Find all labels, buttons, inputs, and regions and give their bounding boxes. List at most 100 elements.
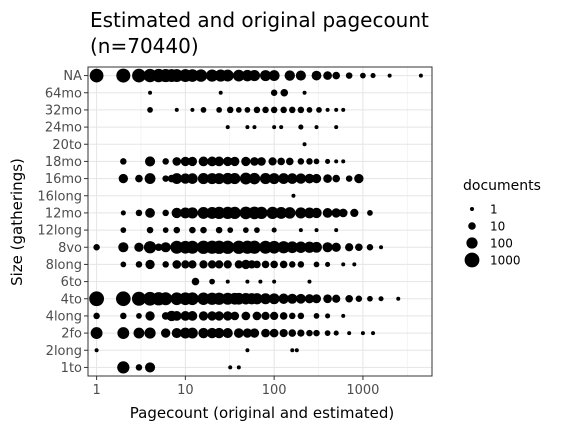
data-point xyxy=(133,327,145,339)
data-point xyxy=(189,226,196,234)
data-point xyxy=(289,261,296,268)
data-point xyxy=(323,71,332,80)
data-point xyxy=(197,172,210,185)
data-point xyxy=(212,206,226,220)
data-point xyxy=(418,73,423,78)
data-point xyxy=(334,125,339,130)
data-point xyxy=(387,73,392,78)
y-tick-label: 8vo xyxy=(58,241,82,256)
data-point xyxy=(325,107,330,112)
data-point xyxy=(285,157,294,166)
data-point xyxy=(159,292,173,306)
data-point xyxy=(249,328,260,338)
data-point xyxy=(288,329,297,337)
data-point xyxy=(207,260,217,269)
data-point xyxy=(144,362,156,373)
y-tick-label: 20to xyxy=(52,138,82,153)
data-point xyxy=(271,227,277,233)
data-point xyxy=(345,72,353,79)
x-axis-title: Pagecount (original and estimated) xyxy=(130,404,394,422)
data-point xyxy=(255,206,268,220)
data-point xyxy=(186,207,199,219)
data-point xyxy=(302,90,307,95)
data-point xyxy=(311,207,322,219)
data-point xyxy=(230,156,240,167)
data-point xyxy=(311,70,322,81)
data-point xyxy=(251,293,263,305)
data-point xyxy=(241,259,251,270)
data-point xyxy=(214,311,224,321)
data-point xyxy=(239,172,252,185)
y-tick-label: 64mo xyxy=(45,86,82,101)
data-point xyxy=(272,125,277,130)
data-point xyxy=(277,157,285,166)
data-point xyxy=(295,70,306,81)
data-point xyxy=(144,173,156,185)
data-point xyxy=(225,279,230,284)
data-point xyxy=(194,69,208,82)
data-point xyxy=(289,312,296,320)
data-point xyxy=(253,260,261,269)
y-tick-label: 18mo xyxy=(45,155,82,170)
data-point xyxy=(289,106,296,114)
data-point xyxy=(250,157,259,166)
legend-key xyxy=(470,207,474,211)
data-point xyxy=(259,172,272,185)
data-point xyxy=(334,228,339,233)
data-point xyxy=(180,311,191,321)
data-point xyxy=(160,242,171,253)
data-point xyxy=(145,311,155,321)
data-point xyxy=(341,107,346,112)
data-point xyxy=(367,210,373,216)
data-point xyxy=(279,125,284,130)
data-point xyxy=(116,68,131,83)
data-point xyxy=(245,125,250,130)
y-tick-label: 8long xyxy=(46,258,82,273)
data-point xyxy=(207,156,217,167)
data-point xyxy=(174,107,179,112)
data-point xyxy=(257,157,266,166)
legend-label: 100 xyxy=(490,237,513,251)
data-point xyxy=(306,329,313,337)
legend-key xyxy=(464,252,480,268)
legend-title: documents xyxy=(463,178,541,194)
data-point xyxy=(135,174,143,183)
data-point xyxy=(258,279,263,284)
data-point xyxy=(297,261,305,268)
data-point xyxy=(311,241,322,253)
data-point xyxy=(173,226,181,234)
data-point xyxy=(223,260,232,269)
data-point xyxy=(350,208,359,218)
data-point xyxy=(120,210,126,216)
data-point xyxy=(89,68,104,83)
data-point xyxy=(172,260,182,269)
data-point xyxy=(221,240,235,254)
y-tick-label: 12long xyxy=(37,224,82,239)
data-point xyxy=(270,89,278,97)
data-point xyxy=(323,174,332,183)
data-point xyxy=(228,365,233,370)
data-point xyxy=(120,227,127,233)
chart-title-line1: Estimated and original pagecount xyxy=(90,8,429,32)
data-point xyxy=(244,107,251,113)
data-point xyxy=(347,331,352,336)
data-point xyxy=(306,107,313,113)
data-point xyxy=(331,242,341,252)
data-point xyxy=(147,107,153,113)
data-point xyxy=(313,313,320,319)
data-point xyxy=(334,107,339,112)
data-point xyxy=(266,206,279,220)
data-point xyxy=(280,106,287,114)
data-point xyxy=(131,291,146,306)
data-point xyxy=(145,259,155,270)
data-point xyxy=(199,260,208,269)
data-point xyxy=(245,348,250,353)
data-point xyxy=(90,327,103,340)
data-point xyxy=(297,329,305,337)
data-point xyxy=(360,331,365,336)
data-point xyxy=(261,328,270,338)
data-point xyxy=(341,159,346,164)
data-point xyxy=(209,278,215,285)
data-point xyxy=(295,173,307,184)
data-point xyxy=(297,106,305,114)
